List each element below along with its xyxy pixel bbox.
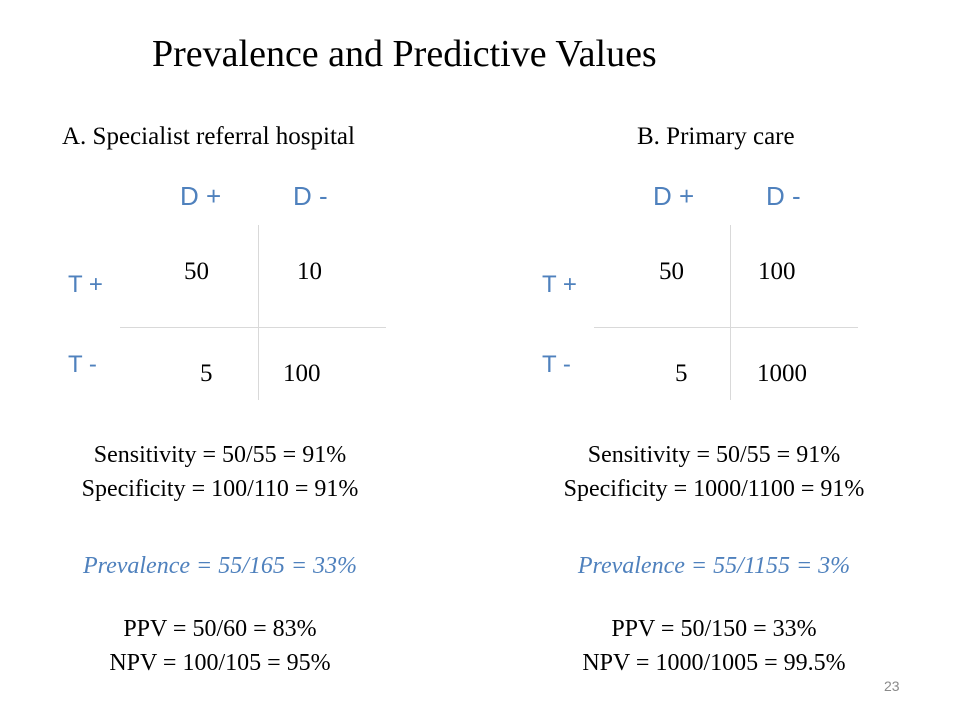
panel-b-row-header-test-positive: T +: [542, 271, 577, 298]
panel-b-col-header-disease-negative: D -: [766, 181, 801, 211]
panel-b-vertical-divider: [730, 225, 731, 400]
slide-title: Prevalence and Predictive Values: [152, 33, 657, 75]
panel-b-row-header-test-negative: T -: [542, 351, 571, 378]
panel-a-cell-tp: 50: [184, 258, 209, 285]
panel-b-cell-fp: 100: [758, 258, 796, 285]
panel-b-prevalence: Prevalence = 55/1155 = 3%: [577, 553, 851, 579]
panel-a-cell-tn: 100: [283, 360, 321, 387]
panel-b-col-header-disease-positive: D +: [653, 181, 695, 211]
panel-a-npv: NPV = 100/105 = 95%: [109, 650, 331, 676]
panel-a-specificity: Specificity = 100/110 = 91%: [81, 476, 359, 502]
panel-a-col-header-disease-negative: D -: [293, 181, 328, 211]
panel-a-horizontal-divider: [120, 327, 386, 328]
panel-b-cell-tn: 1000: [757, 360, 807, 387]
panel-a-ppv: PPV = 50/60 = 83%: [123, 616, 317, 642]
panel-b-cell-fn: 5: [675, 360, 688, 387]
slide-number: 23: [884, 678, 900, 694]
panel-b-cell-tp: 50: [659, 258, 684, 285]
panel-a-prevalence: Prevalence = 55/165 = 33%: [82, 553, 358, 579]
panel-a-cell-fn: 5: [200, 360, 213, 387]
panel-a-cell-fp: 10: [297, 258, 322, 285]
panel-a-col-header-disease-positive: D +: [180, 181, 222, 211]
panel-a-row-header-test-positive: T +: [68, 271, 103, 298]
panel-a-row-header-test-negative: T -: [68, 351, 97, 378]
panel-b-sensitivity: Sensitivity = 50/55 = 91%: [587, 442, 841, 468]
panel-b-horizontal-divider: [594, 327, 858, 328]
panel-b-ppv: PPV = 50/150 = 33%: [611, 616, 817, 642]
panel-a-heading: A. Specialist referral hospital: [62, 123, 355, 150]
panel-b-heading: B. Primary care: [637, 123, 795, 150]
panel-a-sensitivity: Sensitivity = 50/55 = 91%: [93, 442, 347, 468]
panel-a-vertical-divider: [258, 225, 259, 400]
panel-b-specificity: Specificity = 1000/1100 = 91%: [563, 476, 865, 502]
panel-b-npv: NPV = 1000/1005 = 99.5%: [582, 650, 846, 676]
